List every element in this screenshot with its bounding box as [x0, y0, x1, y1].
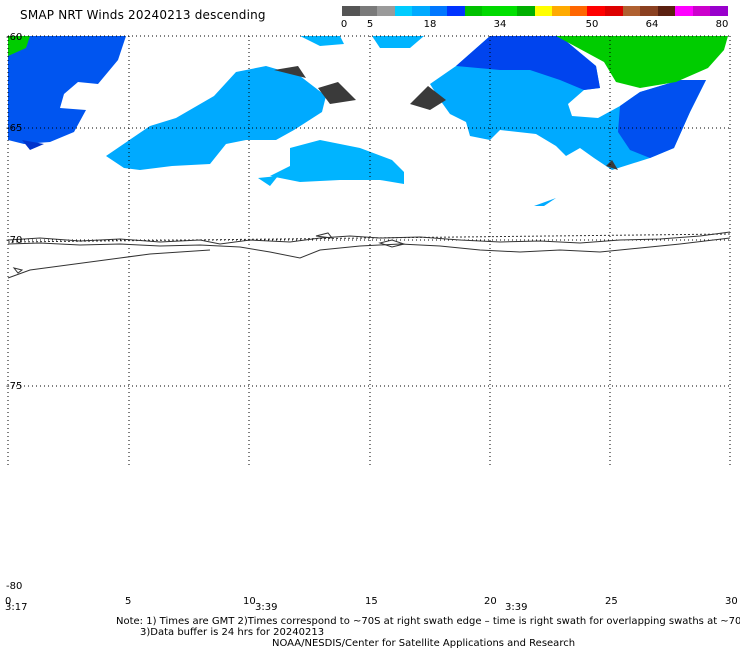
legend-swatch [640, 6, 658, 16]
time-label-2: 3:39 [255, 602, 277, 613]
swath-top-cyan-2 [372, 36, 424, 48]
x-label-15: 15 [365, 596, 378, 607]
legend-label-0: 0 [340, 19, 348, 30]
y-label-60: -60 [6, 32, 22, 43]
wind-speed-legend [342, 6, 728, 16]
coastline-west-bend [7, 249, 211, 279]
legend-label-34: 34 [493, 19, 507, 30]
legend-swatch [552, 6, 570, 16]
time-label-3: 3:39 [505, 602, 527, 613]
legend-swatch [675, 6, 693, 16]
legend-swatch [429, 6, 448, 16]
map-title: SMAP NRT Winds 20240213 descending [20, 8, 266, 22]
coastline-shelf-hatch [7, 233, 731, 243]
legend-swatch [604, 6, 623, 16]
legend-swatch [412, 6, 430, 16]
coastline-ice-shelf-edge [7, 231, 731, 245]
swath-west-blue-dark [22, 140, 44, 150]
legend-swatch [394, 6, 413, 16]
swath-central-dark [274, 66, 306, 78]
swath-east-blue [456, 36, 600, 90]
legend-swatch [377, 6, 395, 16]
legend-swatch [534, 6, 553, 16]
legend-swatch [569, 6, 588, 16]
swath-top-cyan [300, 36, 344, 46]
x-label-5: 5 [125, 596, 131, 607]
legend-swatch [622, 6, 641, 16]
y-axis-labels: -60 -65 -70 -75 -80 [6, 32, 22, 592]
legend-swatch [342, 6, 360, 16]
note-line-2: 3)Data buffer is 24 hrs for 20240213 [140, 627, 325, 638]
x-label-30: 30 [725, 596, 738, 607]
y-label-80: -80 [6, 581, 22, 592]
swath-central-dark-2 [318, 82, 356, 104]
legend-label-64: 64 [645, 19, 659, 30]
legend-swatch [657, 6, 676, 16]
legend-swatch [447, 6, 465, 16]
time-label-1: 3:17 [5, 602, 27, 613]
x-label-10: 10 [243, 596, 256, 607]
legend-swatch [517, 6, 535, 16]
note-line-1: Note: 1) Times are GMT 2)Times correspon… [116, 616, 740, 627]
lat-lon-grid [7, 35, 731, 466]
coastline-island-3 [315, 232, 334, 239]
swath-west-blue [8, 36, 126, 144]
legend-swatch [499, 6, 518, 16]
swath-east-green [556, 36, 728, 88]
swath-east-dark [410, 86, 446, 110]
y-label-70: -70 [6, 235, 22, 246]
legend-swatch [692, 6, 711, 16]
legend-swatch [482, 6, 500, 16]
x-label-0: 0 [5, 596, 11, 607]
legend-label-5: 5 [366, 19, 374, 30]
legend-swatch [464, 6, 483, 16]
swath-west-green [8, 36, 30, 56]
swath-east-blue-2 [618, 80, 706, 158]
y-label-75: -75 [6, 381, 22, 392]
note-line-3: NOAA/NESDIS/Center for Satellite Applica… [272, 638, 576, 649]
y-label-65: -65 [6, 123, 22, 134]
legend-swatch [359, 6, 378, 16]
legend-label-18: 18 [423, 19, 437, 30]
swath-central-cyan-3 [258, 176, 278, 186]
swath-east-dark-2 [606, 160, 618, 170]
x-axis-labels: 0 5 10 15 20 25 30 [5, 596, 738, 607]
legend-label-50: 50 [585, 19, 599, 30]
legend-label-80: 80 [715, 19, 729, 30]
coastline-inner [7, 237, 731, 259]
legend-swatch [710, 6, 728, 16]
coastline-island-2 [378, 239, 406, 248]
wind-swaths [8, 36, 728, 206]
coastline [7, 231, 731, 279]
x-label-20: 20 [484, 596, 497, 607]
x-label-25: 25 [605, 596, 618, 607]
legend-swatch [587, 6, 605, 16]
coastline-island-1 [12, 267, 24, 274]
swath-central-cyan-2 [270, 140, 404, 184]
time-labels: 3:17 3:39 3:39 [5, 602, 527, 613]
swath-small-cyan [534, 198, 556, 206]
swath-central-cyan [106, 66, 326, 170]
